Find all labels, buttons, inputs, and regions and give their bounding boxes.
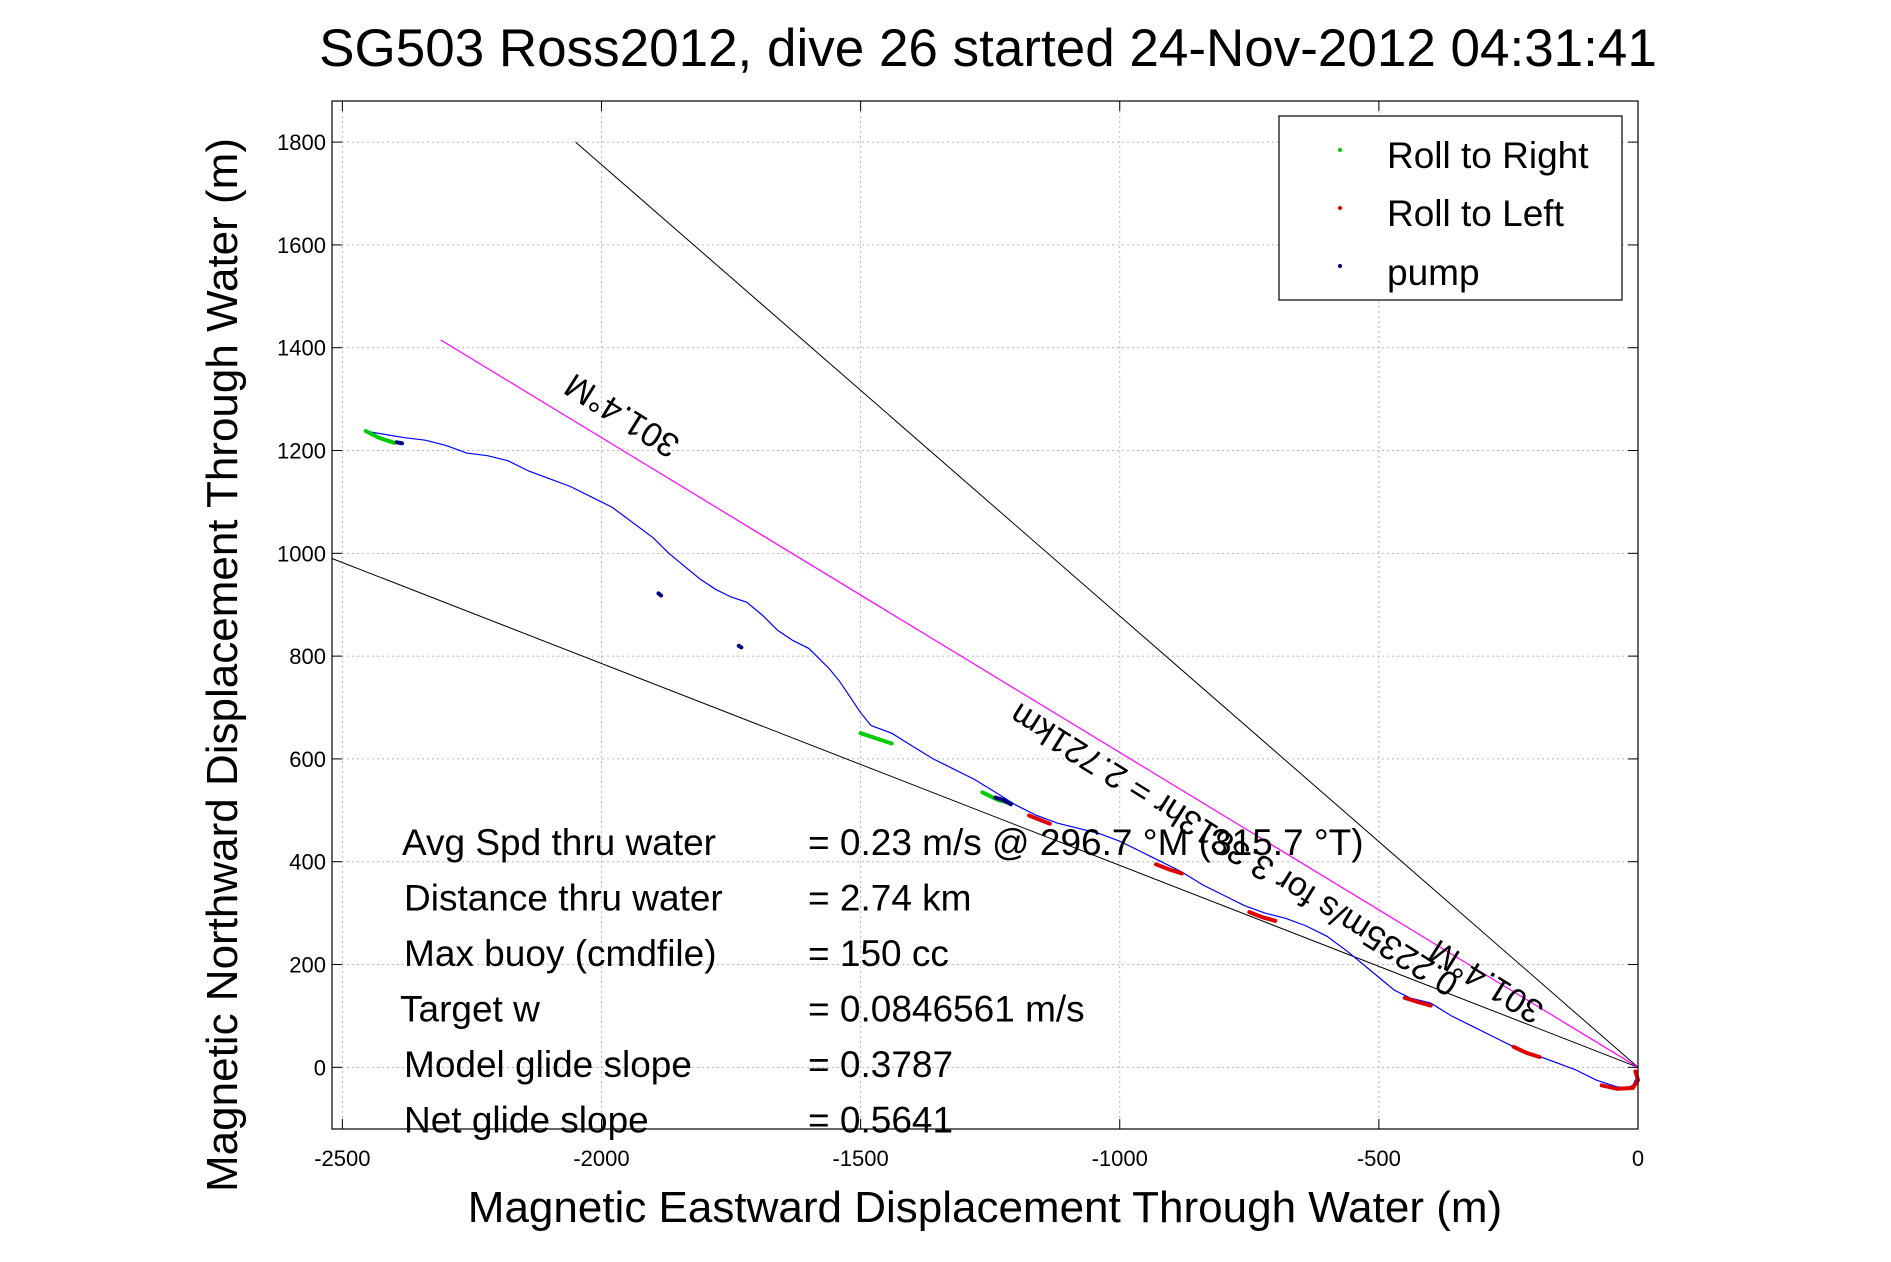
y-tick-label: 1400 xyxy=(277,336,326,361)
ticks xyxy=(332,101,1639,1129)
y-tick-label: 1800 xyxy=(277,130,326,155)
cone-lines xyxy=(331,141,1639,1068)
y-tick-label: 200 xyxy=(289,953,326,978)
stats-block: Avg Spd thru water = 0.23 m/s @ 296.7 °M … xyxy=(400,822,1364,1141)
x-axis-label: Magnetic Eastward Displacement Through W… xyxy=(468,1183,1502,1232)
y-tick-label: 1000 xyxy=(277,541,326,566)
cone-line-0 xyxy=(575,141,1639,1068)
stat-value: = 2.74 km xyxy=(808,878,972,919)
x-tick-label: -500 xyxy=(1357,1146,1401,1171)
roll-left-marker-3 xyxy=(1402,995,1433,1008)
pump-marker-2 xyxy=(656,591,664,598)
roll-left-marker-4 xyxy=(1511,1044,1542,1059)
stat-value: = 0.0846561 m/s xyxy=(808,989,1085,1030)
track xyxy=(365,430,1639,1089)
roll-left-marker-5 xyxy=(1599,1069,1641,1091)
stat-label: Model glide slope xyxy=(404,1044,692,1085)
legend-marker-roll-left xyxy=(1338,206,1342,210)
legend: Roll to Right Roll to Left pump xyxy=(1278,115,1623,301)
legend-label-roll-right: Roll to Right xyxy=(1387,135,1589,176)
x-tick-label: -1000 xyxy=(1092,1146,1148,1171)
heading-line xyxy=(440,339,1639,1068)
roll-right-marker-2 xyxy=(363,429,397,445)
roll-left-marker-0 xyxy=(1027,813,1052,826)
y-tick-label: 400 xyxy=(289,850,326,875)
y-tick-label: 600 xyxy=(289,747,326,772)
axes-box xyxy=(331,100,1639,1130)
stat-value: = 0.3787 xyxy=(808,1044,953,1085)
y-tick-label: 1600 xyxy=(277,233,326,258)
stat-label: Distance thru water xyxy=(404,878,723,919)
legend-label-pump: pump xyxy=(1387,252,1480,293)
roll-left-marker-2 xyxy=(1247,910,1278,923)
legend-box xyxy=(1278,115,1623,301)
x-tick-label: 0 xyxy=(1632,1146,1644,1171)
stat-label: Target w xyxy=(400,989,540,1030)
heading-line-path xyxy=(440,339,1639,1068)
stat-value: = 0.5641 xyxy=(808,1100,953,1141)
legend-marker-roll-right xyxy=(1338,148,1342,152)
pump-marker-0 xyxy=(993,795,1013,807)
y-tick-label: 800 xyxy=(289,644,326,669)
x-tick-label: -2000 xyxy=(573,1146,629,1171)
markers xyxy=(363,429,1641,1091)
legend-label-roll-left: Roll to Left xyxy=(1387,193,1565,234)
stat-label: Max buoy (cmdfile) xyxy=(404,933,717,974)
roll-right-marker-0 xyxy=(858,731,894,746)
y-tick-label: 0 xyxy=(314,1055,326,1080)
track-path xyxy=(365,430,1639,1089)
x-tick-label: -2500 xyxy=(314,1146,370,1171)
y-axis-label: Magnetic Northward Displacement Through … xyxy=(198,138,247,1192)
stat-value: = 150 cc xyxy=(808,933,949,974)
cone-line-1 xyxy=(331,558,1639,1068)
y-tick-label: 1200 xyxy=(277,439,326,464)
roll-left-marker-1 xyxy=(1154,862,1184,876)
y-tick-labels: 0 200 400 600 800 1000 1200 1400 1600 1800 xyxy=(277,130,326,1080)
pump-marker-3 xyxy=(736,643,744,650)
stat-value: = 0.23 m/s @ 296.7 °M (315.7 °T) xyxy=(808,822,1364,863)
pump-marker-1 xyxy=(394,440,404,446)
stat-label: Avg Spd thru water xyxy=(402,822,716,863)
x-tick-label: -1500 xyxy=(832,1146,888,1171)
x-tick-labels: -2500 -2000 -1500 -1000 -500 0 xyxy=(314,1146,1644,1171)
chart-title: SG503 Ross2012, dive 26 started 24-Nov-2… xyxy=(319,19,1657,78)
legend-marker-pump xyxy=(1338,264,1342,268)
stat-label: Net glide slope xyxy=(404,1100,649,1141)
